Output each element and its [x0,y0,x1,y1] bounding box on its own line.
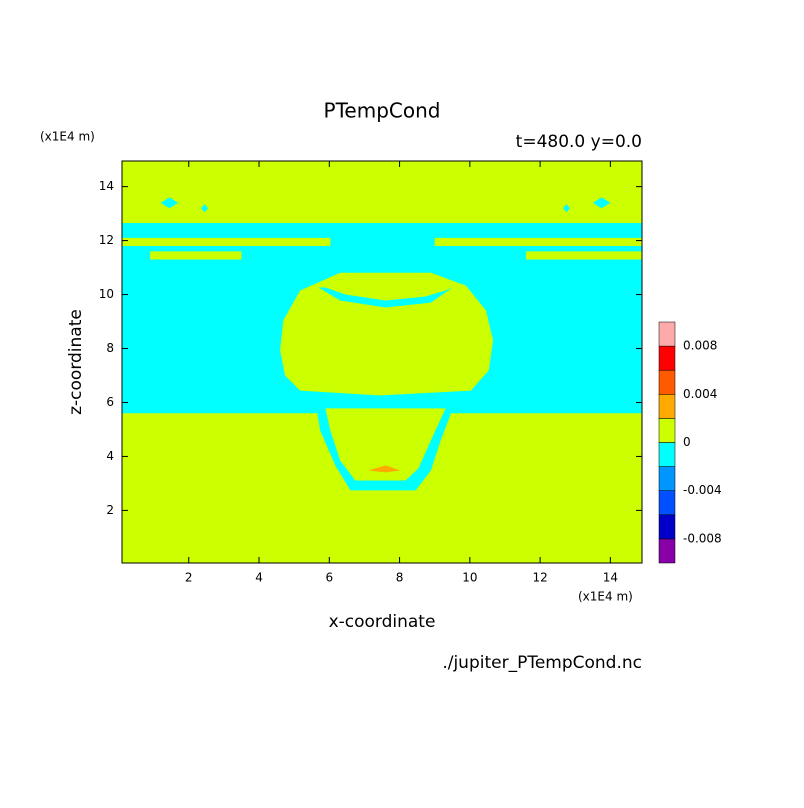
colorbar-swatch [658,345,676,371]
contour-region [526,251,642,260]
contour-region [122,237,331,246]
colorbar-swatch [658,466,676,491]
contour-region [150,251,242,260]
y-tick-label: 12 [99,233,114,247]
colorbar-swatch [658,490,676,516]
colorbar-label: 0.004 [683,387,717,401]
chart-subtitle: t=480.0 y=0.0 [516,132,642,152]
y-tick-label: 6 [106,395,114,409]
y-tick-label: 8 [106,341,114,355]
contour-region [562,204,570,213]
plot-frame [121,160,643,564]
x-tick-label: 12 [532,571,547,585]
contour-region [368,465,401,473]
x-tick-label: 10 [462,571,477,585]
colorbar-label: 0 [683,435,691,449]
colorbar-swatch [658,369,676,395]
contour-region [160,197,179,209]
x-tick-label: 8 [396,571,404,585]
chart-title: PTempCond [324,99,441,123]
colorbar-label: -0.004 [683,483,722,497]
x-unit: (x1E4 m) [578,590,633,604]
x-axis-label: x-coordinate [329,612,436,632]
y-axis-label: z-coordinate [66,309,86,415]
y-tick-label: 14 [99,179,114,193]
x-tick-label: 4 [255,571,263,585]
colorbar-swatch [658,538,676,564]
x-tick-label: 2 [185,571,193,585]
colorbar-swatch [658,418,676,443]
contour-region [592,197,611,209]
colorbar-swatch [658,394,676,419]
contour-region [325,408,446,481]
x-tick-label: 6 [325,571,333,585]
y-tick-label: 10 [99,287,114,301]
colorbar-label: -0.008 [683,531,722,545]
colorbar-swatch [658,442,676,467]
contour-region [318,287,453,308]
colorbar-label: 0.008 [683,339,717,353]
source-label: ./jupiter_PTempCond.nc [442,653,642,673]
contour-region [280,272,494,396]
contour-region [201,204,209,213]
y-tick-label: 4 [106,449,114,463]
colorbar-swatch [658,321,676,347]
y-unit: (x1E4 m) [40,130,95,144]
contour-region [434,237,642,246]
y-tick-label: 2 [106,503,114,517]
x-tick-label: 14 [603,571,618,585]
colorbar-swatch [658,514,676,540]
